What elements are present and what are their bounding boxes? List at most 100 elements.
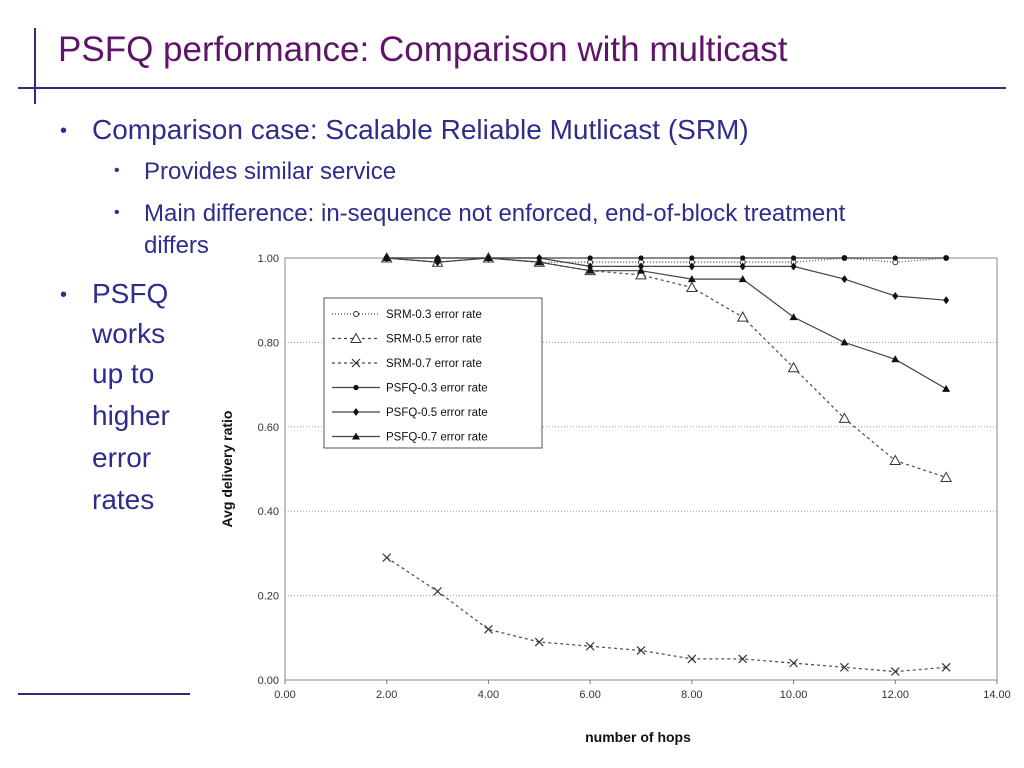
data-point bbox=[585, 641, 595, 651]
data-point bbox=[892, 255, 898, 261]
x-tick-label: 0.00 bbox=[274, 689, 295, 701]
data-point bbox=[790, 262, 797, 271]
legend-label: SRM-0.5 error rate bbox=[386, 334, 482, 346]
data-point bbox=[433, 586, 442, 596]
data-point bbox=[789, 658, 798, 668]
y-tick-label: 1.00 bbox=[258, 253, 279, 265]
bullet-psfq-line: up to bbox=[92, 358, 155, 389]
y-tick-label: 0.00 bbox=[258, 675, 279, 687]
bullet-psfq-line: works bbox=[92, 318, 166, 349]
x-marker-stroke bbox=[789, 658, 798, 668]
bottom-left-rule bbox=[18, 693, 190, 695]
series-srm-0-7-error-rate bbox=[382, 553, 951, 676]
bullet-dot: • bbox=[60, 120, 68, 142]
x-marker-stroke bbox=[585, 641, 595, 651]
data-point bbox=[635, 268, 647, 280]
series-line bbox=[386, 257, 947, 301]
data-point bbox=[943, 255, 949, 261]
x-marker-stroke bbox=[738, 654, 748, 664]
x-marker-stroke bbox=[484, 624, 493, 634]
title-left-vertical-rule bbox=[34, 28, 36, 104]
legend-marker bbox=[352, 432, 360, 440]
data-point bbox=[740, 255, 746, 261]
title-underline-rule bbox=[18, 87, 1006, 89]
x-marker-stroke bbox=[351, 358, 361, 368]
data-point bbox=[790, 255, 797, 261]
legend-label: PSFQ-0.3 error rate bbox=[386, 383, 488, 395]
x-tick-label: 2.00 bbox=[376, 689, 397, 701]
legend-marker bbox=[353, 311, 359, 317]
data-point bbox=[942, 384, 951, 392]
series-line bbox=[386, 257, 947, 390]
data-point bbox=[840, 662, 849, 672]
x-tick-label: 12.00 bbox=[882, 689, 910, 701]
data-point bbox=[636, 646, 646, 655]
data-point bbox=[890, 667, 900, 676]
x-marker-stroke bbox=[382, 553, 392, 563]
data-point bbox=[789, 313, 798, 321]
bullet-psfq-line: PSFQ bbox=[92, 278, 169, 309]
x-marker-stroke bbox=[433, 586, 442, 596]
legend-marker bbox=[353, 384, 359, 391]
data-point bbox=[841, 255, 848, 261]
data-point bbox=[688, 262, 695, 271]
y-tick-label: 0.40 bbox=[258, 506, 279, 518]
legend-marker bbox=[353, 408, 359, 416]
delivery-ratio-chart: 0.00 0.20 0.40 0.60 0.80 1.00 0.00 2.00 4.00 6.0… bbox=[210, 236, 1024, 756]
data-point bbox=[484, 254, 493, 261]
data-point bbox=[689, 255, 695, 261]
x-tick-label: 14.00 bbox=[983, 689, 1011, 701]
bullet-dot: • bbox=[114, 204, 120, 221]
x-marker-stroke bbox=[890, 667, 900, 676]
data-point bbox=[838, 412, 851, 423]
data-point bbox=[739, 262, 746, 271]
data-point bbox=[736, 311, 749, 322]
y-tick-label: 0.80 bbox=[258, 337, 279, 349]
data-point bbox=[433, 254, 442, 261]
bullet-psfq-line: higher bbox=[92, 400, 170, 431]
bullet-psfq-line: error bbox=[92, 442, 152, 473]
sub-bullet-similar-service: Provides similar service bbox=[144, 158, 397, 185]
data-point bbox=[687, 654, 697, 664]
data-point bbox=[686, 281, 698, 293]
data-point bbox=[382, 553, 392, 563]
data-point bbox=[889, 454, 902, 466]
legend-label: SRM-0.3 error rate bbox=[386, 309, 482, 321]
x-marker-stroke bbox=[687, 654, 697, 664]
data-point bbox=[787, 361, 800, 373]
data-point bbox=[738, 275, 747, 283]
data-point bbox=[738, 654, 748, 664]
legend-marker bbox=[350, 332, 362, 343]
x-axis-title: number of hops bbox=[585, 729, 691, 745]
data-point bbox=[534, 637, 544, 647]
data-point bbox=[587, 255, 593, 261]
x-marker-stroke bbox=[636, 646, 646, 655]
legend-label: PSFQ-0.5 error rate bbox=[386, 407, 488, 419]
data-point bbox=[891, 355, 900, 363]
x-tick-label: 8.00 bbox=[681, 689, 702, 701]
data-point bbox=[840, 338, 849, 346]
x-marker-stroke bbox=[941, 662, 951, 672]
data-point bbox=[892, 291, 899, 300]
x-tick-label: 4.00 bbox=[478, 689, 499, 701]
data-point bbox=[382, 254, 391, 261]
sub-bullet-main-difference-cont: differs bbox=[144, 232, 209, 259]
bullet-psfq-line: rates bbox=[92, 484, 155, 515]
bullet-dot: • bbox=[60, 284, 68, 306]
legend-marker bbox=[351, 358, 361, 368]
bullet-dot: • bbox=[114, 162, 120, 179]
bullet-comparison-case: Comparison case: Scalable Reliable Mutli… bbox=[92, 114, 749, 145]
y-tick-label: 0.60 bbox=[258, 422, 279, 434]
data-point bbox=[536, 254, 543, 262]
data-point bbox=[687, 275, 696, 283]
series-psfq-0-7-error-rate bbox=[382, 254, 951, 392]
legend-label: PSFQ-0.7 error rate bbox=[386, 432, 488, 444]
data-point bbox=[587, 262, 594, 271]
data-point bbox=[638, 262, 644, 271]
data-point bbox=[940, 471, 952, 482]
y-axis-title: Avg delivery ratio bbox=[219, 411, 235, 528]
data-point bbox=[484, 624, 493, 634]
y-tick-label: 0.20 bbox=[258, 591, 279, 603]
data-point bbox=[841, 275, 848, 284]
x-marker-stroke bbox=[534, 637, 544, 647]
